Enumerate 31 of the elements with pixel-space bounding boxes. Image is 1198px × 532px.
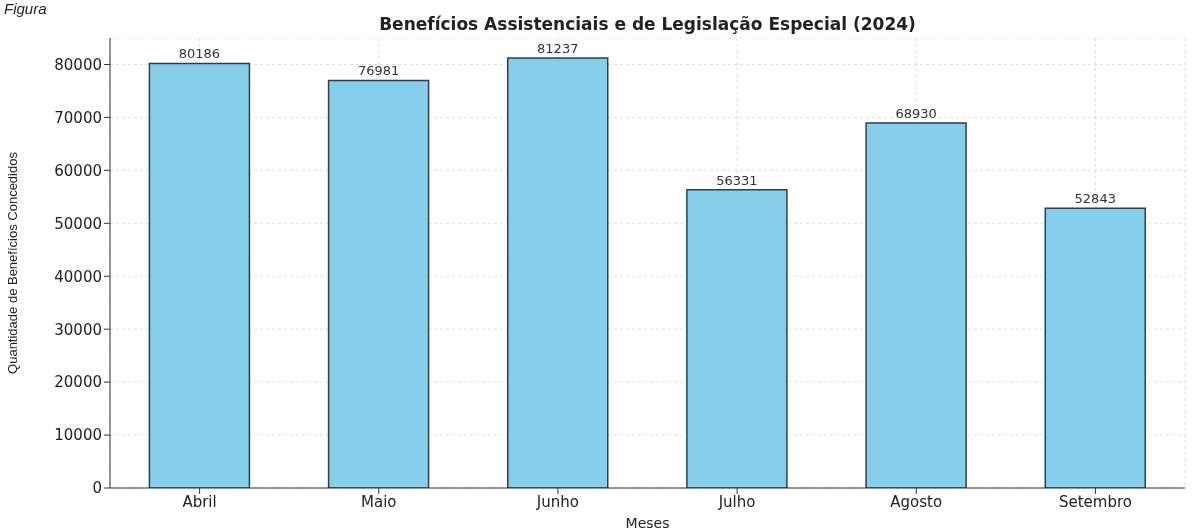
- y-tick-label: 20000: [54, 373, 102, 392]
- x-tick-label: Abril: [182, 492, 217, 511]
- y-tick-label: 0: [92, 479, 102, 498]
- data-label: 76981: [357, 63, 400, 79]
- x-tick-label: Setembro: [1058, 492, 1132, 511]
- data-label: 80186: [178, 46, 221, 62]
- x-tick-label: Junho: [535, 492, 579, 511]
- y-tick-label: 40000: [54, 267, 102, 286]
- x-tick-label: Julho: [717, 492, 756, 511]
- y-tick-label: 50000: [54, 214, 102, 233]
- data-label: 68930: [895, 106, 937, 122]
- y-axis-title: Quantidade de Benefícios Concedidos: [4, 151, 20, 374]
- bar: [865, 122, 967, 488]
- data-label: 56331: [716, 172, 758, 188]
- y-tick-label: 60000: [54, 161, 102, 180]
- text: Figura: [4, 0, 47, 17]
- data-label: 81237: [537, 40, 579, 56]
- data-label: 52843: [1074, 191, 1116, 207]
- bar: [148, 62, 251, 488]
- y-tick-label: 10000: [54, 426, 102, 445]
- y-tick-label: 70000: [54, 108, 102, 127]
- x-axis-title: Meses: [625, 515, 670, 531]
- x-tick-label: Agosto: [890, 492, 943, 511]
- bar: [686, 189, 788, 488]
- bar: [327, 79, 430, 488]
- bar: [1044, 207, 1146, 488]
- y-tick-label: 80000: [54, 55, 102, 74]
- y-tick-label: 30000: [54, 320, 102, 339]
- bar: [507, 57, 609, 488]
- chart-title: Benefícios Assistenciais e de Legislação Especial (2024): [378, 14, 917, 34]
- x-tick-label: Maio: [361, 492, 397, 511]
